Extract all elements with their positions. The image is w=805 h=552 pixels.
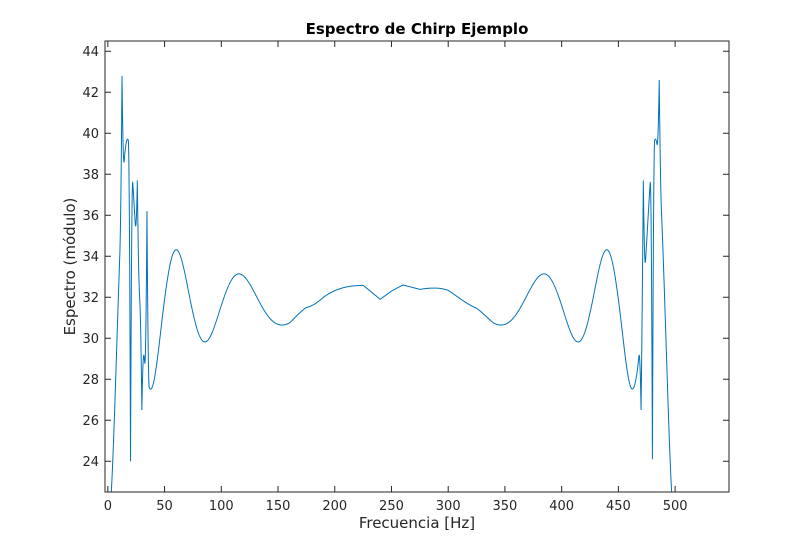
y-tick-label: 28	[82, 373, 99, 388]
x-tick-label: 350	[493, 499, 518, 514]
x-tick-label: 50	[156, 499, 173, 514]
x-tick-label: 200	[322, 499, 347, 514]
x-tick-label: 250	[379, 499, 404, 514]
x-tick-label: 450	[606, 499, 631, 514]
plot-area	[105, 41, 729, 492]
y-tick-label: 30	[82, 332, 99, 347]
y-tick-label: 26	[82, 414, 99, 429]
y-tick-label: 32	[82, 291, 99, 306]
x-tick-label: 300	[436, 499, 461, 514]
spectrum-series-line	[105, 75, 676, 493]
x-tick-label: 500	[663, 499, 688, 514]
axes-box	[104, 40, 730, 493]
x-tick-label: 100	[209, 499, 234, 514]
y-tick-label: 24	[82, 455, 99, 470]
x-axis-ticks: 0 50 100 150 200 250 300 350 400 450 500	[104, 41, 688, 514]
y-tick-label: 38	[82, 168, 99, 183]
series-layer	[105, 75, 676, 493]
y-tick-label: 42	[82, 86, 99, 101]
x-tick-label: 400	[549, 499, 574, 514]
x-tick-label: 0	[104, 499, 112, 514]
x-axis-label: Frecuencia [Hz]	[359, 514, 475, 532]
y-axis-label: Espectro (módulo)	[61, 198, 79, 336]
y-tick-label: 34	[82, 250, 99, 265]
y-tick-label: 36	[82, 209, 99, 224]
y-tick-label: 44	[82, 45, 99, 60]
x-tick-label: 150	[266, 499, 291, 514]
y-axis-ticks: 24 26 28 30 32 34 36 38 40 42 44	[82, 45, 729, 470]
y-tick-label: 40	[82, 127, 99, 142]
chart-title: Espectro de Chirp Ejemplo	[306, 20, 529, 38]
